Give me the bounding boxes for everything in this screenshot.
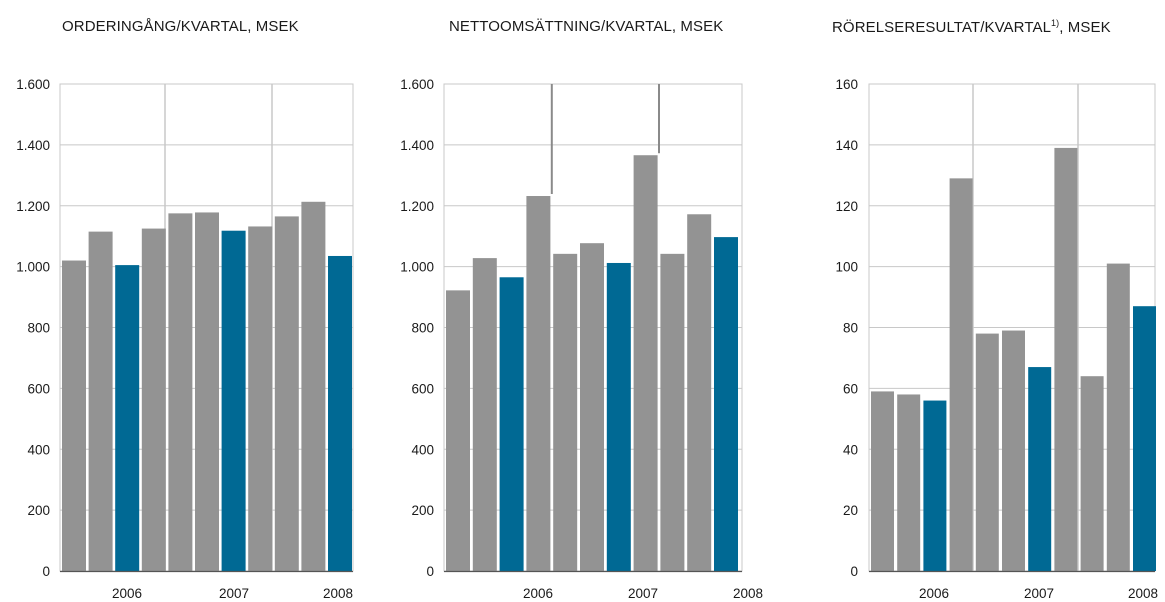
y-tick-label: 40 (843, 442, 858, 457)
x-tick-label: 2008 (733, 586, 763, 601)
bar (660, 253, 685, 571)
bar (446, 290, 470, 571)
bar (1002, 330, 1025, 571)
order-intake-chart: 0 200 400 600 800 1.000 1.200 1.400 1.600 2006 200… (16, 77, 354, 601)
y-tick-label: 100 (835, 260, 858, 275)
bar (301, 201, 326, 571)
x-tick-label: 2007 (1024, 586, 1054, 601)
y-tick-label: 1.600 (400, 77, 434, 92)
y-tick-label: 0 (426, 564, 434, 579)
chart-title-suffix: , MSEK (1059, 19, 1111, 36)
bar (168, 213, 193, 571)
x-tick-label: 2006 (112, 586, 142, 601)
y-tick-label: 1.000 (400, 260, 434, 275)
y-tick-label: 60 (843, 381, 858, 396)
bar (221, 230, 246, 572)
bar (526, 196, 551, 571)
bar (553, 253, 578, 571)
bar (871, 391, 894, 571)
bar (633, 155, 658, 571)
x-tick-label: 2008 (1128, 586, 1158, 601)
y-tick-label: 0 (850, 564, 858, 579)
y-tick-label: 600 (411, 381, 434, 396)
chart-title: RÖRELSERESULTAT/KVARTAL1), MSEK (832, 18, 1111, 36)
bar (923, 400, 947, 571)
y-tick-label: 1.400 (400, 138, 434, 153)
y-tick-label: 200 (27, 503, 50, 518)
y-tick-label: 1.200 (16, 199, 50, 214)
bar (1054, 147, 1078, 571)
y-tick-label: 1.000 (16, 260, 50, 275)
chart-panel-net-sales: NETTOOMSÄTTNING/KVARTAL, MSEK 0 200 400 600… (388, 0, 778, 602)
bar (949, 178, 973, 571)
bar (714, 237, 738, 571)
y-tick-label: 80 (843, 321, 858, 336)
bar (499, 277, 524, 571)
y-tick-label: 140 (835, 138, 858, 153)
x-tick-label: 2006 (919, 586, 949, 601)
bar (195, 212, 219, 572)
bar (1106, 263, 1130, 571)
bar (141, 228, 166, 571)
chart-title-text: NETTOOMSÄTTNING/KVARTAL, MSEK (449, 18, 724, 35)
y-tick-label: 0 (42, 564, 50, 579)
y-tick-label: 1.400 (16, 138, 50, 153)
chart-title-footnote: 1) (1051, 18, 1060, 28)
y-tick-label: 120 (835, 199, 858, 214)
bar (274, 216, 299, 571)
bar (248, 226, 273, 571)
y-tick-label: 800 (411, 321, 434, 336)
y-tick-label: 200 (411, 503, 434, 518)
y-tick-label: 20 (843, 503, 858, 518)
bar (1133, 306, 1156, 571)
y-tick-label: 160 (835, 77, 858, 92)
y-tick-label: 800 (27, 321, 50, 336)
bar (975, 333, 999, 571)
x-tick-label: 2006 (523, 586, 553, 601)
y-tick-label: 400 (27, 442, 50, 457)
bar (897, 394, 921, 571)
bar (328, 255, 352, 572)
bar (1080, 376, 1104, 571)
x-tick-label: 2007 (628, 586, 658, 601)
x-tick-label: 2008 (323, 586, 353, 601)
y-tick-label: 1.200 (400, 199, 434, 214)
y-tick-label: 400 (411, 442, 434, 457)
y-tick-label: 600 (27, 381, 50, 396)
bar (115, 265, 140, 571)
chart-panel-operating-profit: RÖRELSERESULTAT/KVARTAL1), MSEK 0 20 40 60 8… (780, 0, 1165, 602)
net-sales-chart: 0 200 400 600 800 1.000 1.200 1.400 1.600 2006 200… (400, 77, 763, 601)
bar (687, 214, 712, 571)
bar (1028, 367, 1052, 571)
chart-title: NETTOOMSÄTTNING/KVARTAL, MSEK (449, 18, 723, 35)
chart-panel-order-intake: ORDERINGÅNG/KVARTAL, MSEK 0 200 400 600 800 1… (0, 0, 380, 602)
chart-title: ORDERINGÅNG/KVARTAL, MSEK (62, 18, 299, 35)
bar (606, 262, 631, 571)
bar (62, 260, 86, 571)
chart-title-text: ORDERINGÅNG/KVARTAL, MSEK (62, 18, 299, 35)
bar (580, 243, 604, 572)
operating-profit-chart: 0 20 40 60 80 100 120 140 160 2006 2007 2008 (835, 77, 1158, 601)
bar (88, 231, 113, 571)
chart-title-text: RÖRELSERESULTAT/KVARTAL (832, 19, 1052, 36)
y-tick-label: 1.600 (16, 77, 50, 92)
bar (472, 258, 497, 571)
x-tick-label: 2007 (219, 586, 249, 601)
